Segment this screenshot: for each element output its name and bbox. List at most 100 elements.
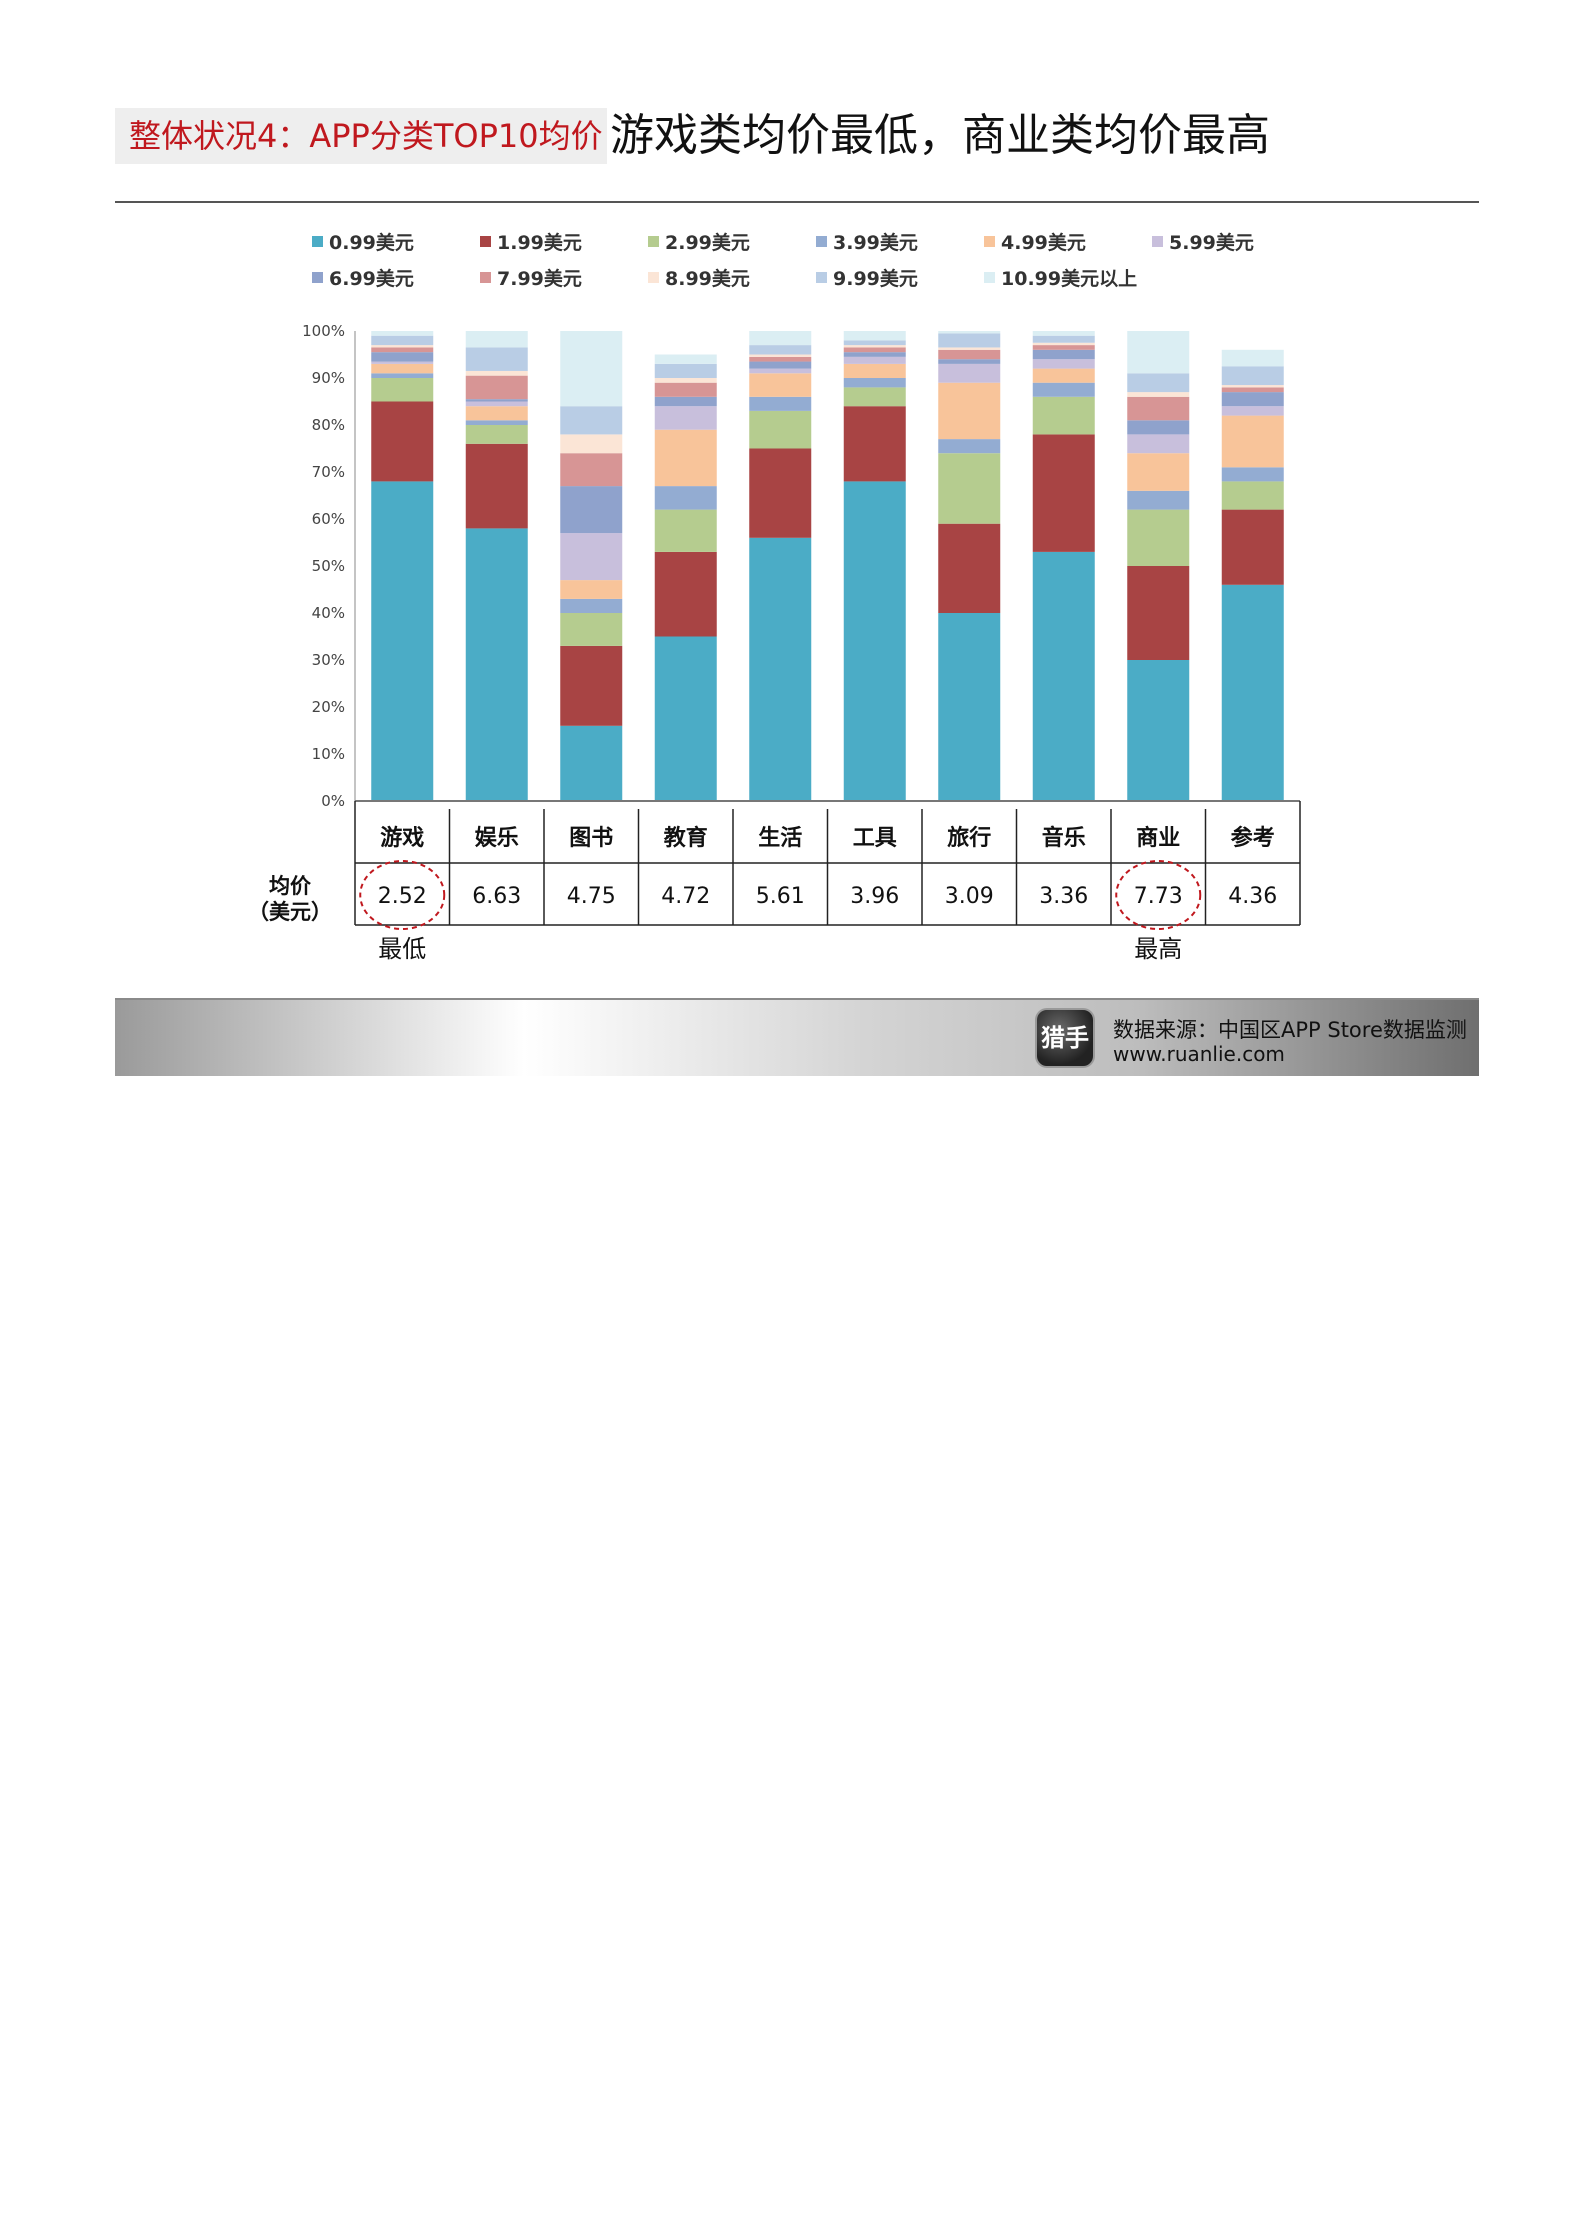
title-tag: 整体状况4：APP分类TOP10均价 xyxy=(115,108,607,164)
y-tick-label: 80% xyxy=(312,416,345,434)
bar-segment xyxy=(843,406,906,482)
bar-segment xyxy=(1221,509,1284,585)
lowest-price-label: 最低 xyxy=(378,935,426,963)
x-category-label: 生活 xyxy=(758,826,802,851)
bar-segment xyxy=(560,598,623,613)
y-tick-label: 0% xyxy=(321,792,345,810)
x-category-label: 教育 xyxy=(664,825,708,851)
bar-segment xyxy=(560,434,623,454)
x-category-label: 音乐 xyxy=(1042,825,1086,851)
bar-segment xyxy=(843,340,906,346)
slide: 整体状况4：APP分类TOP10均价 游戏类均价最低，商业类均价最高 0.99美… xyxy=(0,0,1584,1100)
legend-item: 2.99美元 xyxy=(648,228,750,258)
bar-segment xyxy=(1032,551,1095,801)
bar-segment xyxy=(465,443,528,529)
bar-segment xyxy=(654,354,717,364)
bar-segment xyxy=(749,537,812,801)
y-tick-label: 50% xyxy=(312,557,345,575)
stacked-bar-chart: 0% 10% 20% 30% 40% 50% 60% 70% 80% 90% 100% 游戏 娱乐 图书 教… xyxy=(248,322,1301,963)
bar-segment xyxy=(938,333,1001,348)
bar-segment xyxy=(560,453,623,487)
bar-segment xyxy=(1127,453,1190,491)
legend-item: 9.99美元 xyxy=(816,264,918,294)
x-category-label: 旅行 xyxy=(947,825,991,851)
bar-segment xyxy=(1127,331,1190,374)
data-source-text: 数据来源：中国区APP Store数据监测 xyxy=(1113,1018,1467,1042)
highest-price-circle xyxy=(1115,860,1202,930)
legend-label: 0.99美元 xyxy=(329,232,414,254)
legend-swatch xyxy=(312,236,323,247)
footer-bar: 猎手 数据来源：中国区APP Store数据监测 www.ruanlie.com xyxy=(115,998,1479,1076)
bar-segment xyxy=(1127,373,1190,393)
bar-segment xyxy=(1221,481,1284,510)
x-category-label: 工具 xyxy=(853,826,897,851)
legend-label: 10.99美元以上 xyxy=(1001,268,1138,290)
bar-segment xyxy=(843,378,906,388)
bar-segment xyxy=(560,486,623,534)
legend-item: 7.99美元 xyxy=(480,264,582,294)
bar-segment xyxy=(371,401,434,482)
legend-label: 7.99美元 xyxy=(497,268,582,290)
bar-segment xyxy=(1127,434,1190,454)
bar-segment xyxy=(938,347,1001,350)
legend-item: 3.99美元 xyxy=(816,228,918,258)
bar-segment xyxy=(749,448,812,538)
bar-segment xyxy=(843,331,906,341)
bar-segment xyxy=(1032,359,1095,369)
bar-segment xyxy=(749,354,812,357)
legend-item: 8.99美元 xyxy=(648,264,750,294)
bar-segment xyxy=(938,363,1001,383)
bar-segment xyxy=(749,356,812,362)
legend-swatch xyxy=(312,272,323,283)
price-row-unit: （美元） xyxy=(248,900,332,924)
y-tick-label: 90% xyxy=(312,369,345,387)
legend-swatch xyxy=(984,236,995,247)
bar-segment xyxy=(371,345,434,348)
bar-segment xyxy=(371,363,434,374)
bar-segment xyxy=(1127,490,1190,510)
price-value: 3.96 xyxy=(850,884,899,909)
website-url: www.ruanlie.com xyxy=(1113,1042,1285,1066)
legend-swatch xyxy=(1152,236,1163,247)
price-table: 游戏 娱乐 图书 教育 生活 工具 旅行 音乐 商业 参考 2.52 6.63 4.75 4.72 5.61… xyxy=(248,801,1301,963)
bar-segment xyxy=(1127,396,1190,421)
y-tick-label: 10% xyxy=(312,745,345,763)
bar-segment xyxy=(1221,349,1284,367)
bar-segment xyxy=(938,382,1001,440)
highest-price-label: 最高 xyxy=(1134,935,1182,963)
legend-swatch xyxy=(480,272,491,283)
bar-segment xyxy=(843,352,906,357)
bar-segment xyxy=(1032,434,1095,552)
bar-segment xyxy=(938,359,1001,364)
bar-segment xyxy=(560,613,623,646)
bar-segment xyxy=(654,363,717,378)
bar-segment xyxy=(1127,392,1190,397)
legend-swatch xyxy=(648,272,659,283)
bar-segment xyxy=(465,401,528,407)
bar-segment xyxy=(1127,660,1190,801)
bar-segment xyxy=(371,347,434,353)
legend-swatch xyxy=(816,236,827,247)
legend-label: 2.99美元 xyxy=(665,232,750,254)
bar-segment xyxy=(1032,331,1095,336)
bar-segment xyxy=(560,725,623,801)
bar-segment xyxy=(465,406,528,421)
bar-segment xyxy=(1221,387,1284,393)
bar-segment xyxy=(654,406,717,430)
legend-label: 8.99美元 xyxy=(665,268,750,290)
bar-segment xyxy=(749,410,812,449)
bar-segment xyxy=(938,453,1001,524)
bar-segment xyxy=(371,352,434,362)
bar-segment xyxy=(371,331,434,336)
price-value: 4.36 xyxy=(1228,884,1277,909)
bar-segment xyxy=(465,375,528,400)
legend-swatch xyxy=(480,236,491,247)
page-title: 游戏类均价最低，商业类均价最高 xyxy=(610,110,1270,161)
legend-item: 4.99美元 xyxy=(984,228,1086,258)
bar-segment xyxy=(465,347,528,371)
legend-swatch xyxy=(648,236,659,247)
legend-label: 9.99美元 xyxy=(833,268,918,290)
bar-segment xyxy=(1221,385,1284,388)
bar-segment xyxy=(371,361,434,364)
bar-segment xyxy=(371,378,434,402)
